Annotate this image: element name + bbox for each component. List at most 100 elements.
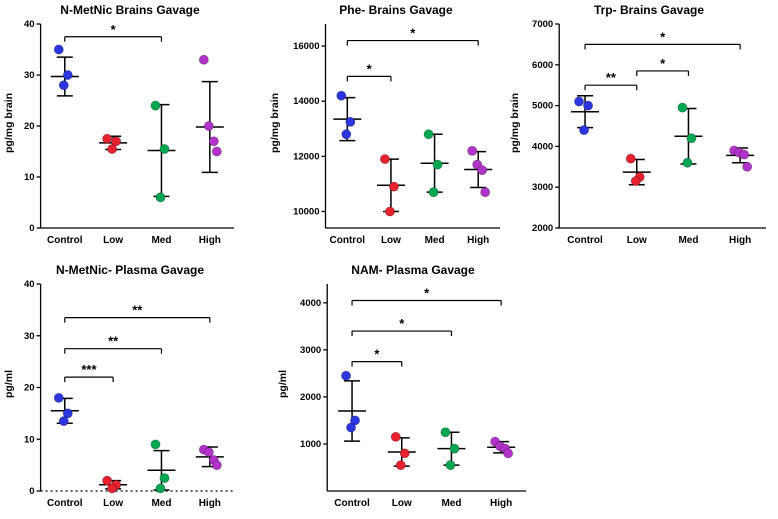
- data-point: [58, 416, 69, 427]
- chart-title: NAM- Plasma Gavage: [351, 263, 475, 277]
- data-point: [503, 448, 514, 459]
- data-point: [467, 145, 478, 156]
- significance-star: *: [410, 26, 416, 41]
- scatter-plot-nmetnic-brains: 0 10 20 30 40 Control Low Med High *: [24, 19, 234, 246]
- data-point: [477, 165, 488, 176]
- data-point: [480, 187, 491, 198]
- data-point: [423, 129, 434, 140]
- data-point: [682, 157, 693, 168]
- data-point: [686, 133, 697, 144]
- x-category-label: High: [729, 235, 751, 246]
- y-tick-label: 7000: [532, 19, 553, 30]
- x-category-label: Med: [425, 235, 445, 246]
- chart-title: N-MetNic- Plasma Gavage: [55, 263, 205, 277]
- chart-title: N-MetNic Brains Gavage: [60, 3, 200, 17]
- x-category-label: Med: [678, 235, 698, 246]
- data-point: [449, 443, 460, 454]
- x-category-label: Med: [441, 498, 461, 509]
- y-tick-label: 2000: [532, 223, 553, 234]
- scatter-plot-phe-brains: 10000 12000 14000 16000 Control Low Med High * *: [293, 24, 500, 246]
- significance-star: ***: [81, 362, 97, 377]
- data-point: [155, 192, 166, 203]
- significance-star: *: [660, 56, 666, 71]
- significance-star: **: [132, 303, 143, 318]
- scatter-plot-trp-brains: 2000 3000 4000 5000 6000 7000 Control Low Med Hig…: [532, 19, 766, 246]
- y-tick-label: 16000: [293, 41, 319, 52]
- x-category-label: High: [490, 498, 512, 509]
- y-tick-label: 1000: [300, 439, 321, 450]
- data-point: [346, 422, 357, 433]
- x-category-label: Low: [103, 235, 123, 246]
- data-point: [102, 475, 113, 486]
- data-point: [625, 153, 636, 164]
- data-point: [388, 181, 399, 192]
- data-point: [630, 176, 641, 187]
- data-point: [107, 483, 118, 494]
- x-category-label: High: [199, 498, 221, 509]
- y-tick-label: 20: [24, 383, 35, 394]
- data-point: [341, 129, 352, 140]
- y-tick-label: 0: [29, 223, 34, 234]
- significance-star: *: [111, 22, 117, 37]
- y-tick-label: 6000: [532, 60, 553, 71]
- data-point: [428, 187, 439, 198]
- significance-star: *: [660, 29, 666, 44]
- x-category-label: Low: [627, 235, 647, 246]
- chart-title: Phe- Brains Gavage: [339, 3, 453, 17]
- data-point: [62, 70, 73, 81]
- data-point: [150, 100, 161, 111]
- y-tick-label: 3000: [300, 345, 321, 356]
- y-tick-label: 10: [24, 172, 35, 183]
- panel-nmetnic-plasma: N-MetNic- Plasma Gavage pg/ml 0 10 20 30 40 C…: [2, 262, 244, 517]
- y-tick-label: 40: [24, 19, 35, 30]
- x-category-label: Control: [334, 498, 370, 509]
- data-point: [62, 408, 73, 419]
- panel-phe-brains: Phe- Brains Gavage pg/mg brain 10000 1200…: [268, 2, 510, 254]
- y-axis-label: pg/mg brain: [269, 92, 281, 154]
- data-point: [208, 136, 219, 147]
- y-tick-label: 12000: [293, 151, 319, 162]
- x-category-label: Control: [47, 235, 83, 246]
- data-point: [53, 44, 64, 55]
- significance-star: **: [108, 334, 119, 349]
- y-tick-label: 40: [24, 279, 35, 290]
- data-point: [350, 415, 361, 426]
- data-point: [579, 125, 590, 136]
- data-point: [574, 96, 585, 107]
- data-point: [445, 460, 456, 471]
- y-tick-label: 30: [24, 331, 35, 342]
- y-axis-label: pg/ml: [3, 370, 15, 399]
- data-point: [379, 154, 390, 165]
- data-point: [102, 133, 113, 144]
- x-category-label: Med: [151, 235, 171, 246]
- data-point: [432, 159, 443, 170]
- data-point: [677, 102, 688, 113]
- y-axis-label: pg/ml: [277, 370, 289, 399]
- data-point: [384, 206, 395, 217]
- data-point: [739, 149, 750, 160]
- significance-star: *: [367, 61, 373, 76]
- x-category-label: Low: [103, 498, 123, 509]
- significance-star: *: [424, 285, 430, 300]
- data-point: [399, 448, 410, 459]
- y-tick-label: 3000: [532, 182, 553, 193]
- x-category-label: Low: [381, 235, 401, 246]
- data-point: [341, 370, 352, 381]
- y-tick-label: 30: [24, 70, 35, 81]
- y-tick-label: 2000: [300, 392, 321, 403]
- x-category-label: Control: [330, 235, 366, 246]
- significance-star: *: [374, 347, 380, 362]
- data-point: [150, 439, 161, 450]
- x-category-label: Control: [47, 498, 83, 509]
- data-point: [390, 431, 401, 442]
- y-tick-label: 4000: [300, 298, 321, 309]
- data-point: [742, 161, 753, 172]
- data-point: [155, 483, 166, 494]
- data-point: [53, 392, 64, 403]
- y-tick-label: 4000: [532, 141, 553, 152]
- data-point: [211, 146, 222, 157]
- x-category-label: High: [467, 235, 489, 246]
- y-tick-label: 14000: [293, 96, 319, 107]
